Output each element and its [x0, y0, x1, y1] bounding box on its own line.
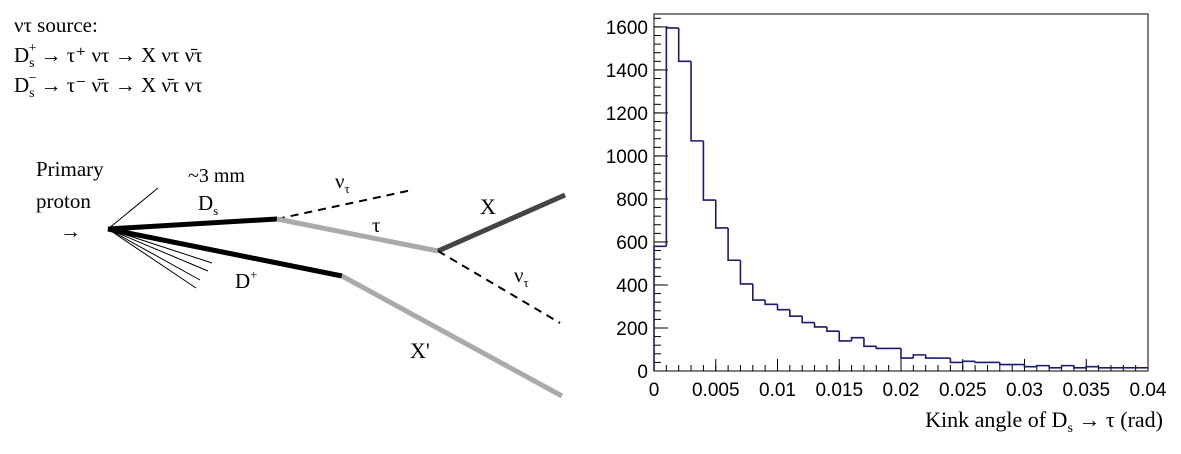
- y-tick-label: 400: [616, 276, 648, 297]
- x-tick-label: 0.025: [939, 380, 987, 401]
- histogram-bin: [850, 336, 864, 341]
- y-tick-label: 1400: [606, 61, 648, 82]
- ds-track: [107, 216, 278, 232]
- decay-diagram-svg: ντ source: Ds+ → τ⁺ ντ → X ντ ν̄τ Ds− → τ⁻…: [14, 13, 567, 399]
- source-title: ντ source:: [14, 13, 98, 37]
- y-tick-label: 200: [616, 319, 648, 340]
- x-tick-label: 0.005: [692, 380, 740, 401]
- nu-tau-label-lower: ντ: [514, 263, 529, 290]
- nu-tau-track-upper: [276, 189, 413, 220]
- svg-text:Ds−→ τ⁻ ν̄τ → X ν̄τ ντ: Ds− → τ⁻ ν̄τ → X ν̄τ ντ: [14, 71, 203, 101]
- histogram-bin: [974, 361, 988, 364]
- x-label: X: [480, 194, 496, 219]
- xprime-label: X': [410, 338, 430, 363]
- histogram-bin: [1060, 364, 1074, 368]
- y-tick-label: 600: [616, 233, 648, 254]
- eq2-lhs: D: [14, 73, 29, 97]
- histogram-bin: [1085, 365, 1099, 368]
- eq1-lhs: D: [14, 43, 29, 67]
- histogram-bin: [1023, 364, 1037, 368]
- histogram-bin: [912, 354, 926, 359]
- histogram-bin: [752, 283, 766, 301]
- eq1-rest: → τ⁺ ντ → X ντ ν̄τ: [41, 43, 203, 67]
- histogram-bin: [714, 200, 729, 229]
- histogram-bin: [1097, 366, 1111, 369]
- histogram-bin: [813, 322, 827, 328]
- ds-label: Ds: [198, 191, 218, 218]
- histogram-bin: [949, 358, 963, 364]
- histogram-bin: [801, 316, 815, 324]
- histogram-bin: [702, 140, 716, 201]
- decay-diagram: ντ source: Ds+ → τ⁺ ντ → X ντ ν̄τ Ds− → τ⁻…: [14, 13, 567, 399]
- distance-label: ~3 mm: [188, 165, 245, 187]
- histogram-bin: [826, 326, 840, 333]
- histogram-bin: [1048, 365, 1062, 369]
- nu-tau-track-lower: [437, 250, 561, 324]
- dplus-track: [107, 226, 343, 279]
- histogram-bin: [875, 346, 889, 350]
- svg-text:Ds+→ τ⁺ ντ → X ντ ν̄τ: Ds+ → τ⁺ ντ → X ντ ν̄τ: [14, 41, 203, 71]
- x-tick-label: 0.04: [1130, 380, 1167, 401]
- plot-frame: [653, 13, 1149, 372]
- histogram-bin: [863, 337, 877, 348]
- tau-track: [276, 216, 439, 254]
- y-tick-label: 1200: [606, 104, 648, 125]
- proton-label: proton: [36, 189, 91, 213]
- histogram-bin: [961, 360, 976, 363]
- y-tick-label: 0: [637, 362, 648, 383]
- x-tick-label: 0.02: [883, 380, 920, 401]
- y-tick-label: 1600: [606, 18, 648, 39]
- equation-ds-plus: Ds+ → τ⁺ ντ → X ντ ν̄τ: [14, 41, 203, 71]
- equation-ds-minus: Ds− → τ⁻ ν̄τ → X ν̄τ ντ: [14, 71, 203, 101]
- histogram-bin: [653, 245, 667, 371]
- y-tick-label: 800: [616, 190, 648, 211]
- x-tick-label: 0: [649, 380, 660, 401]
- x-tick-label: 0.015: [815, 380, 863, 401]
- histogram-bin: [924, 354, 939, 359]
- primary-label: Primary: [36, 157, 104, 181]
- histogram-bin: [838, 331, 852, 342]
- tau-label: τ: [372, 213, 380, 237]
- histogram-bin: [776, 304, 790, 311]
- histogram-bin: [677, 27, 692, 63]
- incoming-arrow-icon: →: [60, 219, 81, 243]
- histogram-bin: [1073, 365, 1087, 369]
- y-tick-label: 1000: [606, 147, 648, 168]
- plot-border: [653, 13, 1149, 372]
- xprime-track: [340, 273, 564, 399]
- nu-tau-label-upper: ντ: [335, 169, 350, 196]
- histogram-bins: [653, 27, 1148, 371]
- x-tick-label: 0.03: [1006, 380, 1043, 401]
- histogram-bin: [900, 348, 914, 359]
- histogram-bin: [739, 260, 753, 285]
- histogram-bin: [999, 362, 1013, 366]
- axis-ticks: 0 0.005 0.01 0.015 0.02 0.025 0.03 0.035 0.04 0 20…: [606, 17, 1167, 401]
- histogram-bin: [1036, 364, 1050, 367]
- eq2-rest: → τ⁻ ν̄τ → X ν̄τ ντ: [41, 73, 203, 97]
- histogram-bin: [727, 227, 741, 262]
- x-tick-label: 0.035: [1062, 380, 1110, 401]
- histogram-bin: [789, 309, 803, 317]
- histogram-bin: [665, 27, 679, 247]
- x-tick-label: 0.01: [759, 380, 796, 401]
- dplus-label: D+: [235, 267, 258, 293]
- x-track: [436, 192, 567, 254]
- histogram-bin: [690, 61, 704, 142]
- histogram-bin: [764, 300, 778, 306]
- x-axis-title: Kink angle of Ds → τ (rad): [925, 407, 1163, 436]
